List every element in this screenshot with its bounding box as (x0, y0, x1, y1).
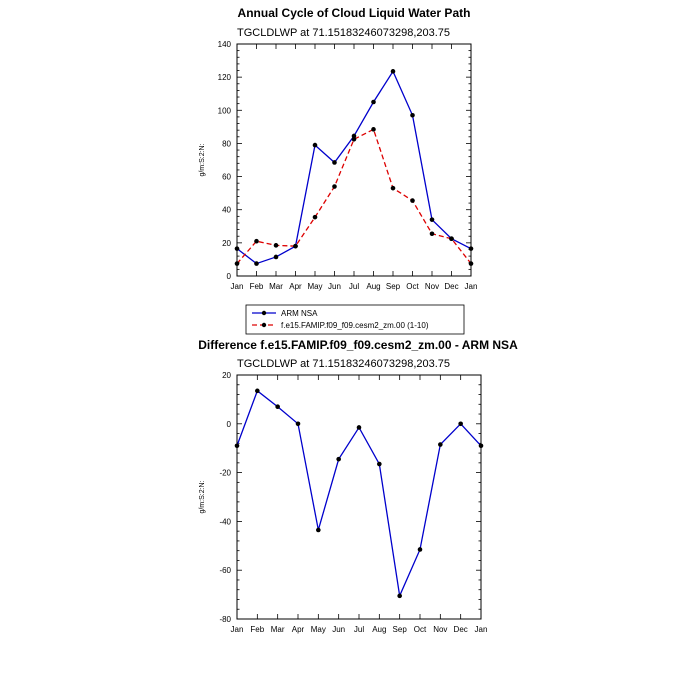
bottom-chart-xtick-label: Jan (231, 625, 244, 634)
top-chart-xtick-label: Mar (269, 282, 283, 291)
bottom-chart-series-0-point (336, 456, 341, 462)
top-chart-xtick-label: May (307, 282, 322, 291)
bottom-chart-subtitle: TGCLDLWP at 71.15183246073298,203.75 (237, 358, 450, 370)
top-chart-legend: ARM NSA f.e15.FAMIP.f09_f09.cesm2_zm.00 … (245, 304, 465, 335)
bottom-chart-xtick-label: Nov (433, 625, 447, 634)
top-chart-series-0-point (410, 112, 415, 118)
bottom-chart-ytick-label: -40 (219, 517, 231, 526)
top-chart-ytick-label: 120 (218, 73, 232, 82)
bottom-chart-xtick-label: Oct (414, 625, 427, 634)
top-chart-ytick-label: 40 (222, 206, 231, 215)
top-chart-xtick-label: Dec (444, 282, 458, 291)
bottom-chart-xtick-label: Apr (292, 625, 305, 634)
top-chart-series-1-point (312, 214, 318, 220)
top-chart-series-1-point (449, 236, 454, 242)
annual-cycle-chart: Annual Cycle of Cloud Liquid Water Path … (199, 6, 478, 335)
top-chart-series-0-point (254, 261, 259, 266)
legend-label-arm-nsa: ARM NSA (281, 309, 318, 318)
bottom-chart-title: Difference f.e15.FAMIP.f09_f09.cesm2_zm.… (198, 338, 518, 352)
top-chart-xtick-label: Apr (289, 282, 302, 291)
top-chart-xtick-label: Sep (386, 282, 401, 291)
bottom-chart-xtick-label: Jun (332, 625, 345, 634)
bottom-chart-series-0-point (438, 442, 443, 447)
top-chart-series-1-point (429, 231, 435, 237)
bottom-chart-frame (236, 374, 482, 620)
bottom-chart-ticks: Jan Feb Mar Apr May Jun Jul Aug Sep Oct Nov Dec Jan-… (219, 371, 487, 634)
bottom-chart-series (234, 388, 484, 599)
top-chart-ylabel: g/m:S:2:N: (199, 143, 206, 176)
top-chart-xtick-label: Aug (366, 282, 380, 291)
top-chart-series-1-point (371, 127, 376, 132)
bottom-chart-series-0-point (417, 547, 423, 552)
top-chart-series-1-point (273, 243, 279, 248)
legend-marker-arm-nsa (261, 310, 267, 316)
top-chart-series-1-point (390, 185, 396, 191)
bottom-chart-xtick-label: Jul (354, 625, 364, 634)
top-chart-xtick-label: Nov (425, 282, 439, 291)
difference-chart: Difference f.e15.FAMIP.f09_f09.cesm2_zm.… (198, 338, 518, 634)
top-chart-series-1-point (410, 198, 415, 203)
top-chart-series (234, 69, 474, 266)
bottom-chart-ytick-label: -60 (219, 566, 231, 575)
bottom-chart-series-0-point (316, 527, 321, 533)
bottom-chart-series-line-0 (236, 389, 482, 599)
bottom-chart-ylabel: g/m:S:2:N: (199, 480, 206, 513)
top-chart-series-0-point (273, 254, 279, 260)
bottom-chart-series-0-point (377, 461, 382, 467)
bottom-chart-ytick-label: 20 (222, 371, 231, 380)
top-chart-series-1-point (332, 184, 337, 189)
bottom-chart-xtick-label: Dec (454, 625, 468, 634)
bottom-chart-xtick-label: Jan (475, 625, 488, 634)
top-chart-ytick-label: 60 (222, 173, 231, 182)
bottom-chart-series-0-point (397, 593, 402, 599)
top-chart-xtick-label: Jul (349, 282, 359, 291)
top-chart-subtitle: TGCLDLWP at 71.15183246073298,203.75 (237, 27, 450, 39)
top-chart-frame (236, 43, 472, 277)
bottom-chart-series-0-point (275, 404, 280, 410)
bottom-chart-series-0-point (356, 425, 362, 430)
top-chart-title: Annual Cycle of Cloud Liquid Water Path (238, 6, 471, 20)
top-chart-xtick-label: Jan (465, 282, 478, 291)
bottom-chart-xtick-label: Aug (372, 625, 386, 634)
top-chart-series-1-point (254, 238, 259, 244)
top-chart-xtick-label: Oct (406, 282, 419, 291)
top-chart-series-line-1 (236, 128, 472, 264)
top-chart-series-0-point (390, 69, 396, 74)
top-chart-series-0-point (429, 217, 435, 222)
top-chart-xtick-label: Jan (231, 282, 244, 291)
top-chart-series-1-point (351, 136, 357, 142)
legend-label-model: f.e15.FAMIP.f09_f09.cesm2_zm.00 (1-10) (281, 321, 429, 330)
bottom-chart-series-0-point (255, 388, 260, 394)
legend-box (245, 304, 465, 335)
top-chart-ytick-label: 140 (218, 40, 232, 49)
top-chart-xtick-label: Jun (328, 282, 341, 291)
top-chart-series-0-point (371, 99, 376, 105)
bottom-chart-ytick-label: 0 (227, 420, 232, 429)
bottom-chart-ytick-label: -80 (219, 615, 231, 624)
bottom-chart-ytick-label: -20 (219, 469, 231, 478)
top-chart-ytick-label: 100 (218, 106, 232, 115)
top-chart-ytick-label: 20 (222, 239, 231, 248)
top-chart-ytick-label: 0 (227, 272, 232, 281)
top-chart-series-1-point (293, 243, 298, 249)
bottom-chart-xtick-label: Feb (250, 625, 264, 634)
top-chart-ytick-label: 80 (222, 139, 231, 148)
top-chart-xtick-label: Feb (250, 282, 264, 291)
top-chart-series-0-point (332, 160, 337, 165)
top-chart-series-0-point (351, 133, 357, 139)
legend-marker-model (261, 322, 267, 328)
top-chart-series-0-point (312, 142, 318, 148)
top-chart-ticks: Jan Feb Mar Apr May Jun Jul Aug Sep Oct Nov Dec Jan0… (218, 40, 478, 291)
bottom-chart-xtick-label: Sep (393, 625, 408, 634)
bottom-chart-xtick-label: May (311, 625, 326, 634)
bottom-chart-series-0-point (458, 421, 463, 427)
bottom-chart-series-0-point (295, 421, 301, 427)
bottom-chart-xtick-label: Mar (271, 625, 285, 634)
